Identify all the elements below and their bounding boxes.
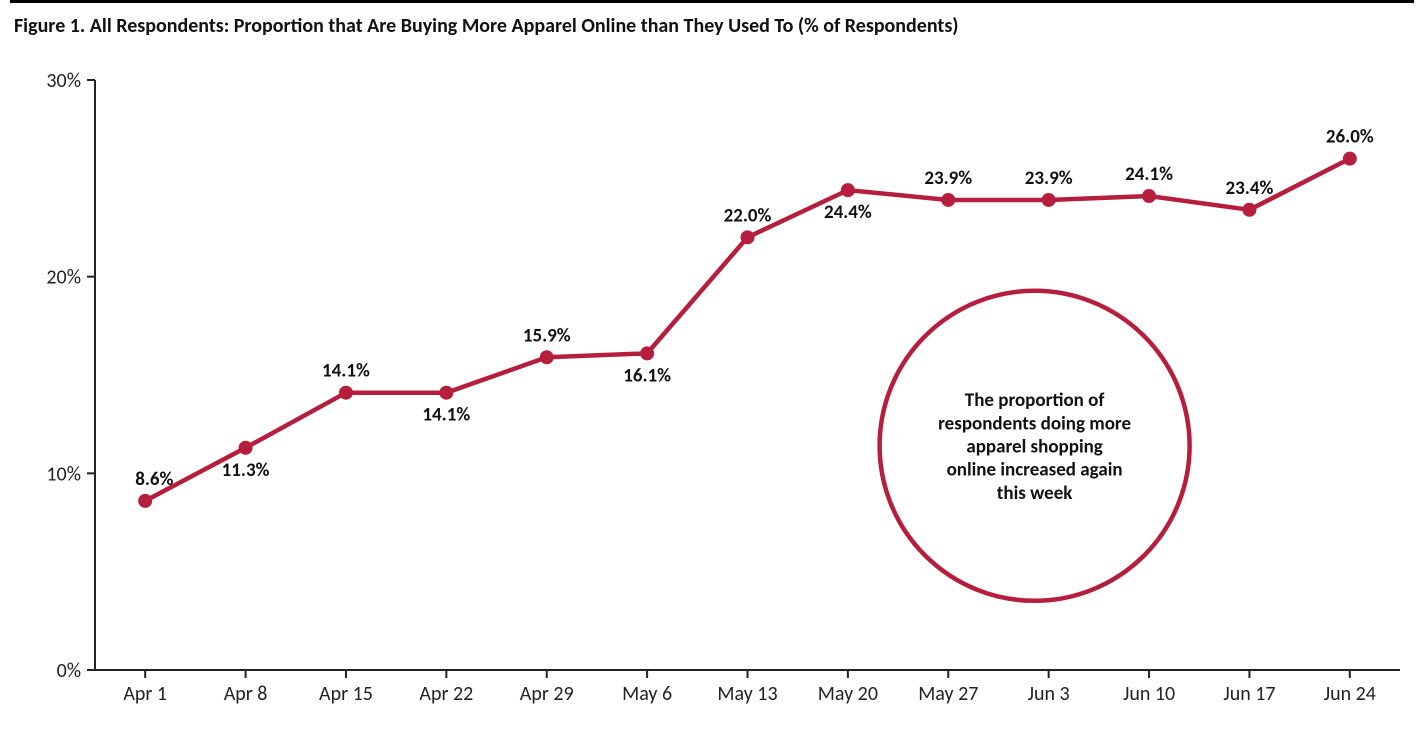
data-marker	[941, 193, 955, 207]
x-tick-label: Jun 17	[1223, 682, 1275, 706]
data-label: 14.1%	[322, 360, 370, 383]
data-marker	[138, 494, 152, 508]
callout-text-line: respondents doing more	[938, 412, 1131, 435]
data-marker	[339, 386, 353, 400]
line-chart: 0% 10% 20% 30% Apr 1 Apr 8 Apr 15 Apr 22 Apr 29 M…	[0, 0, 1424, 736]
callout-text-line: this week	[997, 482, 1073, 505]
data-marker	[1343, 152, 1357, 166]
data-label: 11.3%	[222, 459, 270, 482]
y-tick-label: 30%	[46, 69, 81, 93]
data-marker	[540, 350, 554, 364]
data-marker	[841, 183, 855, 197]
data-label: 22.0%	[724, 204, 772, 227]
y-tick-label: 10%	[46, 462, 81, 486]
x-tick-label: Jun 3	[1028, 682, 1070, 706]
callout-text-line: online increased again	[947, 459, 1123, 482]
data-label: 23.4%	[1226, 177, 1274, 200]
data-marker	[741, 230, 755, 244]
data-label: 23.9%	[1025, 167, 1073, 190]
data-marker	[1142, 189, 1156, 203]
x-tick-label: May 6	[622, 682, 672, 706]
x-tick-label: Apr 15	[319, 682, 373, 706]
callout-text-line: The proportion of	[965, 389, 1105, 412]
x-tick-label: Apr 1	[123, 682, 167, 706]
x-tick-label: May 27	[918, 682, 978, 706]
x-tick-label: May 13	[717, 682, 777, 706]
figure-wrap: Figure 1. All Respondents: Proportion th…	[0, 0, 1424, 736]
x-tick-label: Jun 10	[1123, 682, 1175, 706]
data-label: 14.1%	[422, 404, 470, 427]
y-tick-label: 0%	[57, 659, 81, 683]
data-label: 23.9%	[924, 167, 972, 190]
data-label: 24.1%	[1125, 163, 1173, 186]
x-tick-label: May 20	[818, 682, 878, 706]
x-tick-label: Jun 24	[1324, 682, 1376, 706]
data-label: 16.1%	[623, 364, 671, 387]
data-marker	[1242, 203, 1256, 217]
data-label: 26.0%	[1326, 126, 1374, 149]
data-marker	[640, 346, 654, 360]
x-tick-label: Apr 8	[224, 682, 268, 706]
x-tick-label: Apr 22	[419, 682, 473, 706]
y-tick-label: 20%	[46, 266, 81, 290]
callout-text-line: apparel shopping	[966, 435, 1102, 458]
x-tick-label: Apr 29	[520, 682, 574, 706]
data-label: 24.4%	[824, 201, 872, 224]
data-marker	[439, 386, 453, 400]
data-marker	[1042, 193, 1056, 207]
data-label: 8.6%	[135, 468, 173, 491]
data-marker	[239, 441, 253, 455]
data-label: 15.9%	[523, 324, 571, 347]
